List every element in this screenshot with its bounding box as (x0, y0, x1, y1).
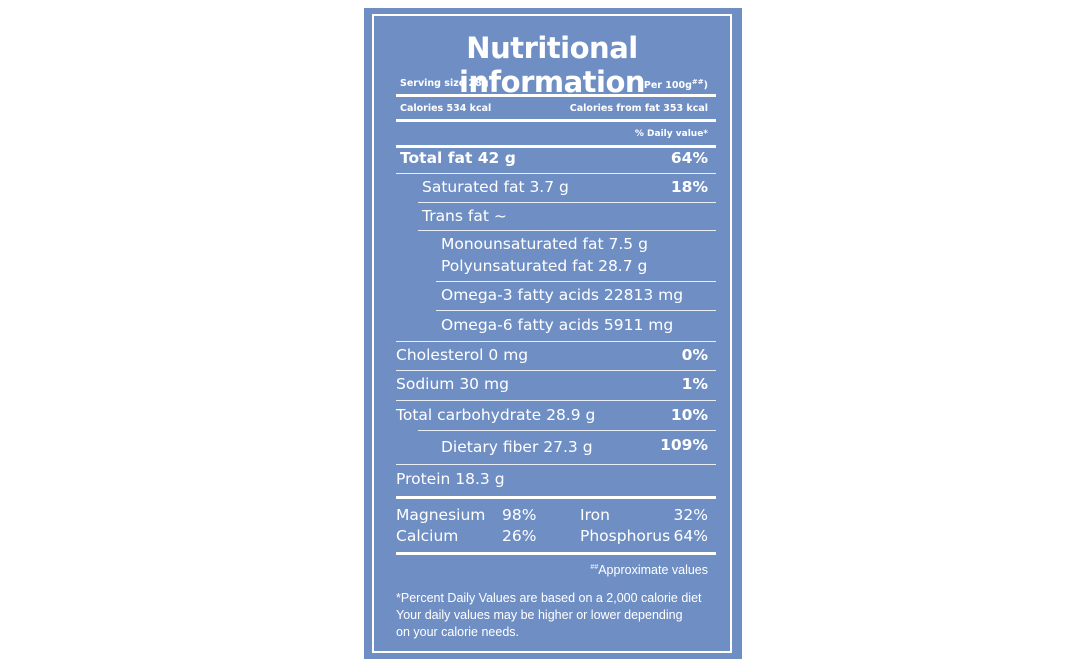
magnesium-value: 98% (502, 506, 537, 524)
divider (396, 145, 716, 148)
total-carbohydrate-label: Total carbohydrate 28.9 g (396, 406, 596, 424)
trans-fat-label: Trans fat ~ (422, 207, 507, 225)
divider (418, 202, 716, 203)
cholesterol-dv: 0% (681, 346, 708, 364)
approximate-values-note: ##Approximate values (590, 563, 708, 577)
saturated-fat-dv: 18% (670, 178, 708, 196)
total-fat-label: Total fat 42 g (400, 149, 516, 167)
daily-value-footnote-2: Your daily values may be higher or lower… (396, 608, 683, 622)
per-100g: (Per 100g##) (639, 78, 708, 92)
sodium-label: Sodium 30 mg (396, 375, 509, 393)
protein-label: Protein 18.3 g (396, 470, 505, 488)
polyunsaturated-fat-label: Polyunsaturated fat 28.7 g (441, 257, 648, 275)
total-carbohydrate-dv: 10% (670, 406, 708, 424)
monounsaturated-fat-label: Monounsaturated fat 7.5 g (441, 235, 648, 253)
nutrition-label-frame: Nutritional information Serving size 28g… (372, 14, 732, 653)
divider (418, 230, 716, 231)
divider (396, 119, 716, 122)
calories-from-fat: Calories from fat 353 kcal (569, 103, 708, 114)
iron-value: 32% (673, 506, 708, 524)
divider (436, 310, 716, 311)
label-title: Nutritional information (458, 31, 646, 99)
divider (396, 173, 716, 174)
calcium-value: 26% (502, 527, 537, 545)
serving-size: Serving size 28g (400, 78, 489, 89)
iron-label: Iron (580, 506, 610, 524)
daily-value-footnote-3: on your calorie needs. (396, 625, 519, 639)
dietary-fiber-label: Dietary fiber 27.3 g (441, 438, 593, 456)
calories: Calories 534 kcal (400, 103, 492, 114)
saturated-fat-label: Saturated fat 3.7 g (422, 178, 569, 196)
nutrition-label-panel: Nutritional information Serving size 28g… (364, 8, 742, 659)
sodium-dv: 1% (681, 375, 708, 393)
divider (396, 464, 716, 465)
divider (396, 496, 716, 499)
divider (418, 430, 716, 431)
divider (396, 400, 716, 401)
divider (396, 370, 716, 371)
daily-value-footnote-1: *Percent Daily Values are based on a 2,0… (396, 591, 702, 605)
cholesterol-label: Cholesterol 0 mg (396, 346, 529, 364)
total-fat-dv: 64% (670, 149, 708, 167)
divider (396, 94, 716, 97)
calcium-label: Calcium (396, 527, 459, 545)
divider (396, 341, 716, 342)
omega6-label: Omega-6 fatty acids 5911 mg (441, 316, 674, 334)
dietary-fiber-dv: 109% (660, 436, 708, 454)
phosphorus-value: 64% (673, 527, 708, 545)
phosphorus-label: Phosphorus (580, 527, 671, 545)
daily-value-header: % Daily value* (634, 129, 708, 139)
divider (436, 281, 716, 282)
divider (396, 552, 716, 555)
magnesium-label: Magnesium (396, 506, 486, 524)
omega3-label: Omega-3 fatty acids 22813 mg (441, 286, 684, 304)
